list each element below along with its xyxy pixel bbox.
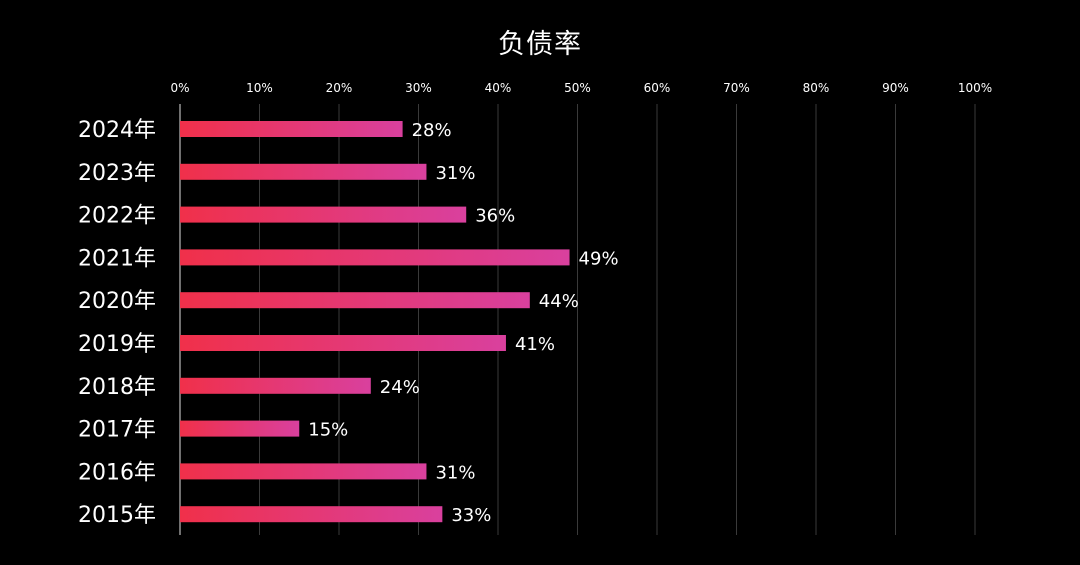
x-tick-label: 0%	[170, 81, 189, 95]
data-label: 31%	[435, 462, 475, 483]
category-label: 2022年	[78, 204, 156, 229]
data-label: 15%	[308, 420, 348, 441]
data-label: 36%	[475, 206, 515, 227]
data-label: 28%	[412, 120, 452, 141]
data-label: 41%	[515, 334, 555, 355]
bar	[180, 420, 300, 437]
category-label: 2020年	[78, 289, 156, 314]
x-tick-label: 20%	[326, 81, 353, 95]
data-label: 33%	[451, 505, 491, 526]
category-label: 2018年	[78, 375, 156, 400]
x-tick-label: 70%	[723, 81, 750, 95]
category-label: 2016年	[78, 460, 156, 485]
bar	[180, 377, 371, 394]
category-label: 2019年	[78, 332, 156, 357]
x-tick-label: 10%	[246, 81, 273, 95]
bar	[180, 163, 427, 180]
bar	[180, 292, 530, 309]
x-tick-label: 40%	[485, 81, 512, 95]
category-label: 2024年	[78, 118, 156, 143]
data-labels: 28% 31% 36% 49% 44% 41% 24% 15% 31% 33%	[308, 120, 618, 526]
x-tick-label: 90%	[882, 81, 909, 95]
bar	[180, 506, 443, 523]
x-axis-ticks: 0% 10% 20% 30% 40% 50% 60% 70% 80% 90% 100%	[170, 81, 992, 95]
bars	[180, 121, 570, 523]
category-label: 2023年	[78, 161, 156, 186]
x-tick-label: 50%	[564, 81, 591, 95]
bar	[180, 463, 427, 480]
category-label: 2017年	[78, 418, 156, 443]
x-tick-label: 30%	[405, 81, 432, 95]
bar	[180, 206, 467, 223]
data-label: 44%	[539, 291, 579, 312]
data-label: 31%	[435, 163, 475, 184]
chart-title: 负债率	[498, 29, 582, 60]
data-label: 49%	[579, 248, 619, 269]
x-tick-label: 60%	[644, 81, 671, 95]
x-tick-label: 80%	[803, 81, 830, 95]
category-label: 2015年	[78, 503, 156, 528]
bar	[180, 335, 506, 351]
data-label: 24%	[380, 377, 420, 398]
y-axis-categories: 2024年 2023年 2022年 2021年 2020年 2019年 2018年 2017年…	[78, 118, 156, 528]
bar	[180, 121, 403, 137]
category-label: 2021年	[78, 246, 156, 271]
bar	[180, 249, 570, 266]
x-tick-label: 100%	[958, 81, 992, 95]
